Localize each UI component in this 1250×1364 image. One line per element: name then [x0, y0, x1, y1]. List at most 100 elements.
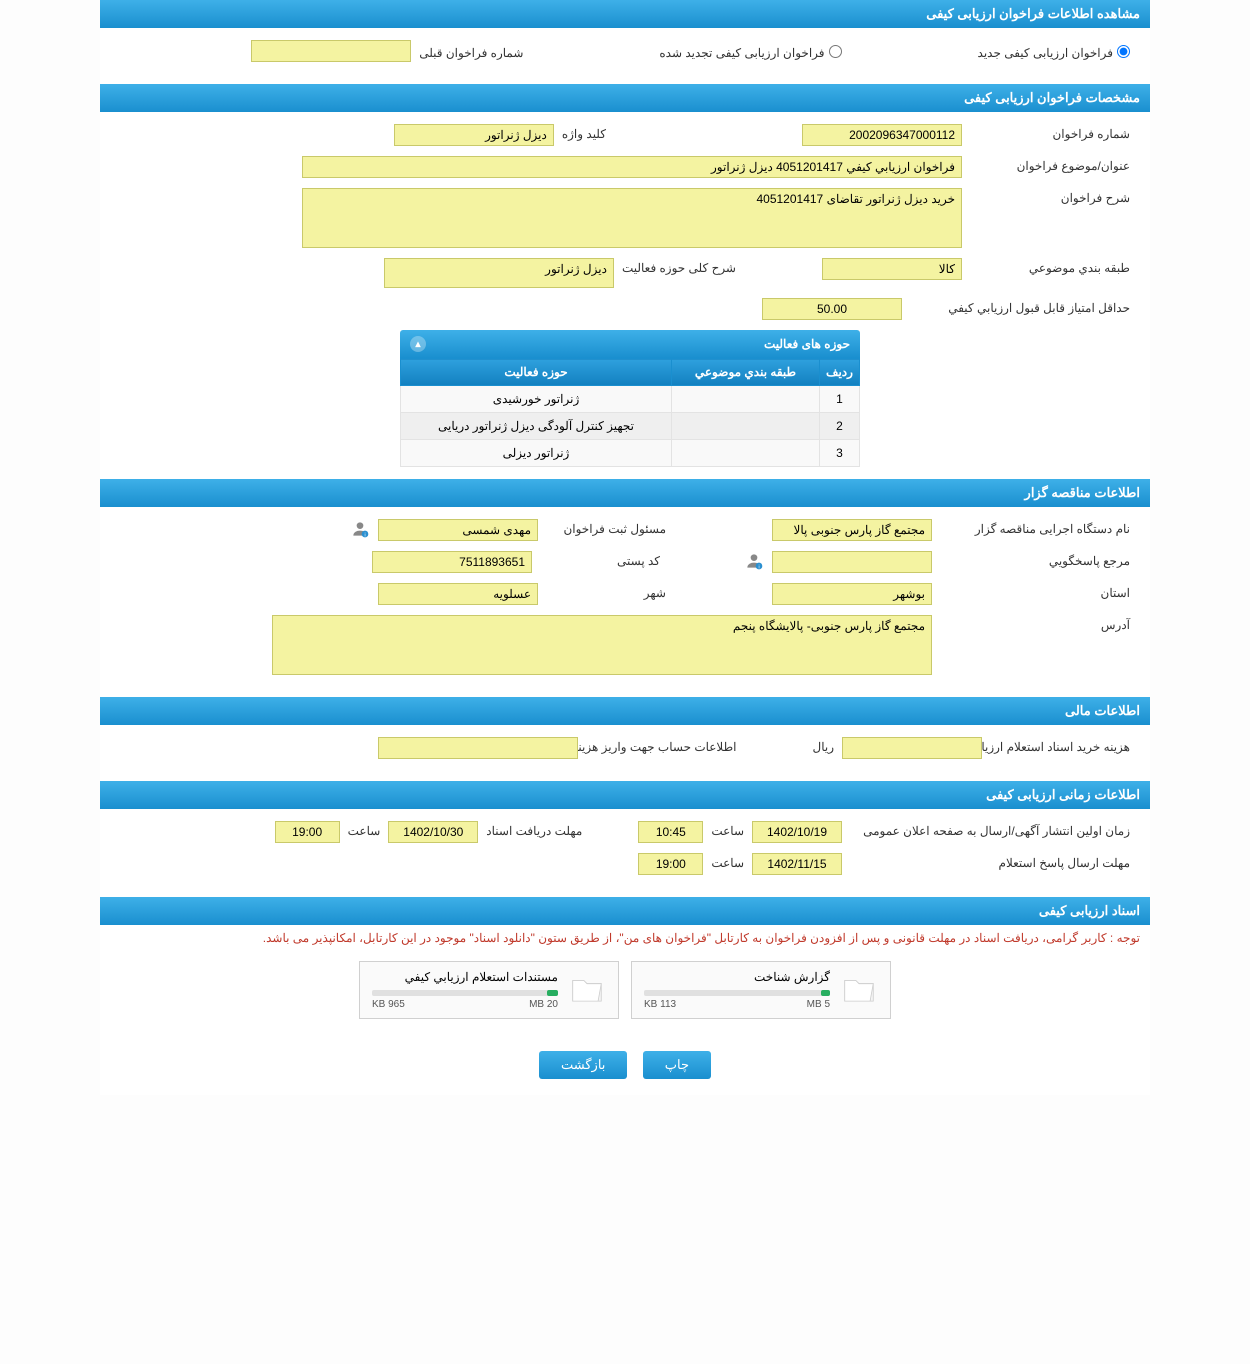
- province-value: بوشهر: [893, 587, 925, 601]
- doc-size: 20 MB965 KB: [372, 999, 558, 1010]
- section-body-top: فراخوان ارزیابی کیفی جدید فراخوان ارزیاب…: [100, 28, 1150, 84]
- reg-resp-value: مهدی شمسی: [462, 523, 531, 537]
- doc-cost-field: [842, 737, 982, 759]
- radio-renewed-call[interactable]: فراخوان ارزیابی کیفی تجدید شده: [659, 43, 841, 60]
- reg-resp-label: مسئول ثبت فراخوان: [546, 519, 666, 536]
- publish-time-field: 10:45: [638, 821, 703, 843]
- back-button[interactable]: بازگشت: [539, 1051, 627, 1079]
- row-category: [671, 440, 819, 467]
- province-field: بوشهر: [772, 583, 932, 605]
- activity-table: ردیف طبقه بندي موضوعي حوزه فعاليت 1 ژنرات…: [400, 358, 860, 467]
- reply-time-field: 19:00: [638, 853, 703, 875]
- radio-renewed-call-input[interactable]: [829, 45, 842, 58]
- receive-date-field: 1402/10/30: [388, 821, 478, 843]
- activity-table-wrap: حوزه های فعالیت ▴ ردیف طبقه بندي موضوعي …: [400, 330, 860, 467]
- col-activity: حوزه فعاليت: [401, 359, 672, 386]
- city-field: عسلویه: [378, 583, 538, 605]
- desc-label: شرح فراخوان: [970, 188, 1130, 205]
- publish-label: زمان اولین انتشار آگهی/ارسال به صفحه اعل…: [850, 821, 1130, 838]
- keyword-label: کلید واژه: [562, 124, 606, 141]
- row-category: [671, 386, 819, 413]
- section-header-tenderer: اطلاعات مناقصه گزار: [100, 479, 1150, 507]
- receive-time-label: ساعت: [348, 821, 381, 838]
- print-button[interactable]: چاپ: [643, 1051, 711, 1079]
- reg-resp-field: مهدی شمسی: [378, 519, 538, 541]
- doc-cost-label: هزینه خرید اسناد استعلام ارزیابی کیفی: [990, 737, 1130, 754]
- category-label: طبقه بندي موضوعي: [970, 258, 1130, 275]
- folder-icon: [568, 971, 606, 1009]
- publish-time-label: ساعت: [711, 821, 744, 838]
- table-row: 3ژنراتور دیزلی: [401, 440, 860, 467]
- radio-new-call[interactable]: فراخوان ارزیابی کیفی جدید: [978, 43, 1130, 60]
- doc-progress: [644, 990, 830, 996]
- number-field: 2002096347000112: [802, 124, 962, 146]
- title-label: عنوان/موضوع فراخوان: [970, 156, 1130, 173]
- section-body-timing: زمان اولین انتشار آگهی/ارسال به صفحه اعل…: [100, 809, 1150, 897]
- address-value: مجتمع گاز پارس جنوبی- پالایشگاه پنجم: [733, 619, 925, 633]
- section-body-spec: شماره فراخوان 2002096347000112 کلید واژه…: [100, 112, 1150, 479]
- contact-field: [772, 551, 932, 573]
- section-header-view: مشاهده اطلاعات فراخوان ارزیابی کیفی: [100, 0, 1150, 28]
- docs-notice: توجه : کاربر گرامی، دریافت اسناد در مهلت…: [100, 925, 1150, 951]
- person-icon: i: [350, 519, 370, 539]
- receive-time-value: 19:00: [292, 825, 322, 839]
- collapse-icon[interactable]: ▴: [410, 336, 426, 352]
- city-label: شهر: [546, 583, 666, 600]
- receive-time-field: 19:00: [275, 821, 340, 843]
- radio-new-call-label: فراخوان ارزیابی کیفی جدید: [978, 43, 1113, 60]
- currency-label: ریال: [812, 737, 834, 754]
- doc-title: مستندات استعلام ارزيابي كيفي: [372, 970, 558, 984]
- docs-container: گزارش شناخت 5 MB113 KB مستندات استعلام ا…: [100, 951, 1150, 1035]
- province-label: استان: [940, 583, 1130, 600]
- radio-new-call-input[interactable]: [1117, 45, 1130, 58]
- postal-label: کد پستی: [540, 551, 660, 568]
- row-n: 1: [820, 386, 860, 413]
- title-value: فراخوان ارزيابي كيفي 4051201417 دیزل ژنر…: [711, 160, 955, 174]
- title-field: فراخوان ارزيابي كيفي 4051201417 دیزل ژنر…: [302, 156, 962, 178]
- prev-number-label: شماره فراخوان قبلی: [419, 43, 523, 60]
- address-label: آدرس: [940, 615, 1130, 632]
- category-field: کالا: [822, 258, 962, 280]
- section-header-financial: اطلاعات مالی: [100, 697, 1150, 725]
- button-row: چاپ بازگشت: [100, 1035, 1150, 1095]
- reply-date-field: 1402/11/15: [752, 853, 842, 875]
- section-header-timing: اطلاعات زمانی ارزیابی کیفی: [100, 781, 1150, 809]
- doc-title: گزارش شناخت: [644, 970, 830, 984]
- number-value: 2002096347000112: [849, 128, 955, 142]
- publish-date-field: 1402/10/19: [752, 821, 842, 843]
- radio-renewed-call-label: فراخوان ارزیابی کیفی تجدید شده: [659, 43, 824, 60]
- row-activity: ژنراتور دیزلی: [401, 440, 672, 467]
- reply-date-value: 1402/11/15: [767, 857, 826, 871]
- activity-table-header: حوزه های فعالیت ▴: [400, 330, 860, 358]
- keyword-field: دیزل ژنراتور: [394, 124, 554, 146]
- activity-table-title: حوزه های فعالیت: [764, 337, 850, 351]
- category-value: کالا: [939, 262, 955, 276]
- account-field: [378, 737, 578, 759]
- table-row: 2تجهیز کنترل آلودگی دیزل ژنراتور دریایی: [401, 413, 860, 440]
- reply-label: مهلت ارسال پاسخ استعلام: [850, 853, 1130, 870]
- min-score-field: 50.00: [762, 298, 902, 320]
- min-score-value: 50.00: [817, 302, 847, 316]
- org-field: مجتمع گاز پارس جنوبی پالا: [772, 519, 932, 541]
- doc-progress: [372, 990, 558, 996]
- number-label: شماره فراخوان: [970, 124, 1130, 141]
- desc-value: خرید دیزل ژنراتور تقاضای 4051201417: [756, 192, 955, 206]
- section-body-tenderer: نام دستگاه اجرایی مناقصه گزار مجتمع گاز …: [100, 507, 1150, 697]
- person-icon-2: i: [744, 551, 764, 571]
- receive-date-value: 1402/10/30: [403, 825, 463, 839]
- doc-item[interactable]: مستندات استعلام ارزيابي كيفي 20 MB965 KB: [359, 961, 619, 1019]
- prev-number-field[interactable]: [251, 40, 411, 62]
- section-header-docs: اسناد ارزیابی کیفی: [100, 897, 1150, 925]
- activity-scope-field: دیزل ژنراتور: [384, 258, 614, 288]
- col-category: طبقه بندي موضوعي: [671, 359, 819, 386]
- city-value: عسلویه: [493, 587, 531, 601]
- col-row: ردیف: [820, 359, 860, 386]
- svg-text:i: i: [364, 533, 365, 539]
- postal-field: 7511893651: [372, 551, 532, 573]
- reply-time-label: ساعت: [711, 853, 744, 870]
- section-body-financial: هزینه خرید اسناد استعلام ارزیابی کیفی ری…: [100, 725, 1150, 781]
- desc-field: خرید دیزل ژنراتور تقاضای 4051201417: [302, 188, 962, 248]
- account-label: اطلاعات حساب جهت واریز هزینه خرید اسناد: [586, 737, 736, 754]
- doc-item[interactable]: گزارش شناخت 5 MB113 KB: [631, 961, 891, 1019]
- row-n: 2: [820, 413, 860, 440]
